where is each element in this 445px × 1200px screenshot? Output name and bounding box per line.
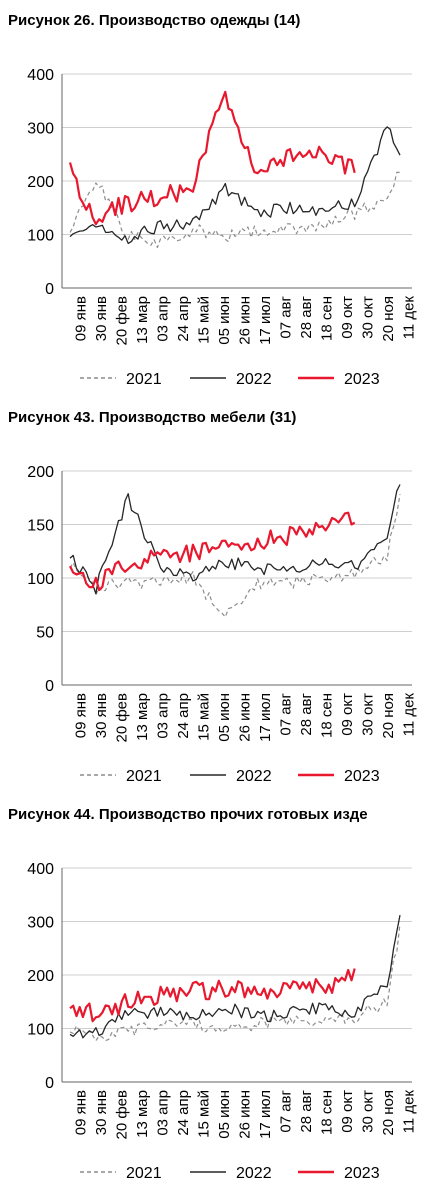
y-tick-label: 200 bbox=[27, 968, 54, 985]
x-tick-label: 05 июн bbox=[216, 296, 233, 345]
x-tick-label: 11 дек bbox=[400, 296, 417, 340]
legend-label-2021: 2021 bbox=[126, 768, 162, 785]
x-tick-label: 30 янв bbox=[93, 296, 110, 341]
y-tick-label: 50 bbox=[36, 625, 54, 642]
x-tick-label: 20 фев bbox=[113, 296, 130, 346]
figure-26: Рисунок 26. Производство одежды (14) 0 10… bbox=[0, 12, 445, 402]
x-tick-label: 11 дек bbox=[400, 693, 417, 737]
y-tick-label: 100 bbox=[27, 228, 54, 245]
x-tick-label: 15 май bbox=[195, 296, 212, 344]
x-tick-label: 18 сен bbox=[318, 1090, 335, 1135]
series-line-2021 bbox=[69, 171, 401, 249]
x-tick-label: 05 июн bbox=[216, 693, 233, 742]
series-line-2022 bbox=[69, 126, 401, 245]
series-line-2021 bbox=[69, 494, 401, 618]
y-tick-label: 300 bbox=[27, 121, 54, 138]
x-tick-label: 18 сен bbox=[318, 693, 335, 738]
y-tick-label: 0 bbox=[45, 1075, 54, 1092]
x-tick-label: 09 янв bbox=[72, 296, 89, 341]
figure-43: Рисунок 43. Производство мебели (31) 0 50… bbox=[0, 409, 445, 799]
x-tick-label: 13 мар bbox=[134, 296, 151, 344]
x-tick-label: 28 авг bbox=[298, 692, 315, 735]
x-tick-label: 30 окт bbox=[359, 1090, 376, 1133]
y-tick-label: 200 bbox=[27, 174, 54, 191]
y-tick-label: 100 bbox=[27, 1022, 54, 1039]
figure-title: Рисунок 43. Производство мебели (31) bbox=[8, 409, 297, 426]
x-tick-label: 18 сен bbox=[318, 296, 335, 341]
legend-label-2022: 2022 bbox=[236, 371, 272, 388]
figure-44: Рисунок 44. Производство прочих готовых … bbox=[0, 806, 445, 1200]
legend-label-2023: 2023 bbox=[344, 1165, 380, 1182]
x-tick-label: 07 авг bbox=[277, 295, 294, 338]
x-tick-label: 11 дек bbox=[400, 1090, 417, 1134]
y-tick-label: 150 bbox=[27, 518, 54, 535]
x-tick-label: 20 фев bbox=[113, 1090, 130, 1140]
y-tick-label: 0 bbox=[45, 678, 54, 695]
figure-title: Рисунок 26. Производство одежды (14) bbox=[8, 12, 301, 29]
x-tick-label: 09 окт bbox=[339, 693, 356, 736]
x-tick-label: 05 июн bbox=[216, 1090, 233, 1139]
x-tick-label: 30 янв bbox=[93, 693, 110, 738]
series-line-2022 bbox=[69, 484, 401, 595]
x-tick-label: 28 авг bbox=[298, 295, 315, 338]
x-tick-label: 17 июл bbox=[257, 1090, 274, 1139]
chart-svg: 0 50 100 150 200 09 янв 30 янв 20 фев 13 мар 03 а… bbox=[27, 464, 417, 785]
x-tick-label: 20 ноя bbox=[380, 693, 397, 739]
x-tick-label: 30 окт bbox=[359, 296, 376, 339]
x-tick-label: 13 мар bbox=[134, 1090, 151, 1138]
x-tick-label: 03 апр bbox=[154, 1090, 171, 1136]
y-tick-label: 300 bbox=[27, 915, 54, 932]
x-tick-label: 30 окт bbox=[359, 693, 376, 736]
y-tick-label: 100 bbox=[27, 571, 54, 588]
x-tick-label: 09 янв bbox=[72, 693, 89, 738]
legend-label-2023: 2023 bbox=[344, 768, 380, 785]
series-line-2023 bbox=[68, 90, 356, 226]
x-tick-label: 24 апр bbox=[175, 296, 192, 342]
x-tick-label: 17 июл bbox=[257, 693, 274, 742]
legend-label-2023: 2023 bbox=[344, 371, 380, 388]
x-tick-label: 03 апр bbox=[154, 296, 171, 342]
x-tick-label: 15 май bbox=[195, 1090, 212, 1138]
x-tick-label: 03 апр bbox=[154, 693, 171, 739]
y-tick-label: 400 bbox=[27, 67, 54, 84]
x-tick-label: 26 июн bbox=[236, 693, 253, 742]
series-line-2023 bbox=[69, 511, 356, 592]
x-tick-label: 24 апр bbox=[175, 693, 192, 739]
legend-label-2021: 2021 bbox=[126, 371, 162, 388]
x-tick-label: 26 июн bbox=[236, 296, 253, 345]
x-tick-label: 09 янв bbox=[72, 1090, 89, 1135]
x-tick-label: 07 авг bbox=[277, 1089, 294, 1132]
x-tick-label: 30 янв bbox=[93, 1090, 110, 1135]
y-tick-label: 0 bbox=[45, 281, 54, 298]
legend-label-2022: 2022 bbox=[236, 1165, 272, 1182]
x-tick-label: 20 ноя bbox=[380, 1090, 397, 1136]
x-tick-label: 17 июл bbox=[257, 296, 274, 345]
y-tick-label: 400 bbox=[27, 861, 54, 878]
x-tick-label: 07 авг bbox=[277, 692, 294, 735]
legend-label-2021: 2021 bbox=[126, 1165, 162, 1182]
y-tick-label: 200 bbox=[27, 464, 54, 481]
x-tick-label: 13 мар bbox=[134, 693, 151, 741]
chart-svg: 0 100 200 300 400 09 янв 30 янв 20 фев 13 мар 03 … bbox=[27, 67, 417, 388]
x-tick-label: 09 окт bbox=[339, 1090, 356, 1133]
x-tick-label: 24 апр bbox=[175, 1090, 192, 1136]
x-tick-label: 28 авг bbox=[298, 1089, 315, 1132]
chart-svg: 0 100 200 300 400 09 янв 30 янв 20 фев 13 мар 03 … bbox=[27, 861, 417, 1182]
series-line-2022 bbox=[69, 914, 401, 1039]
figure-title: Рисунок 44. Производство прочих готовых … bbox=[8, 806, 368, 823]
legend-label-2022: 2022 bbox=[236, 768, 272, 785]
x-tick-label: 20 ноя bbox=[380, 296, 397, 342]
x-tick-label: 15 май bbox=[195, 693, 212, 741]
x-tick-label: 09 окт bbox=[339, 296, 356, 339]
series-line-2023 bbox=[69, 968, 356, 1023]
x-tick-label: 20 фев bbox=[113, 693, 130, 743]
series-line-2021 bbox=[69, 923, 401, 1042]
x-tick-label: 26 июн bbox=[236, 1090, 253, 1139]
